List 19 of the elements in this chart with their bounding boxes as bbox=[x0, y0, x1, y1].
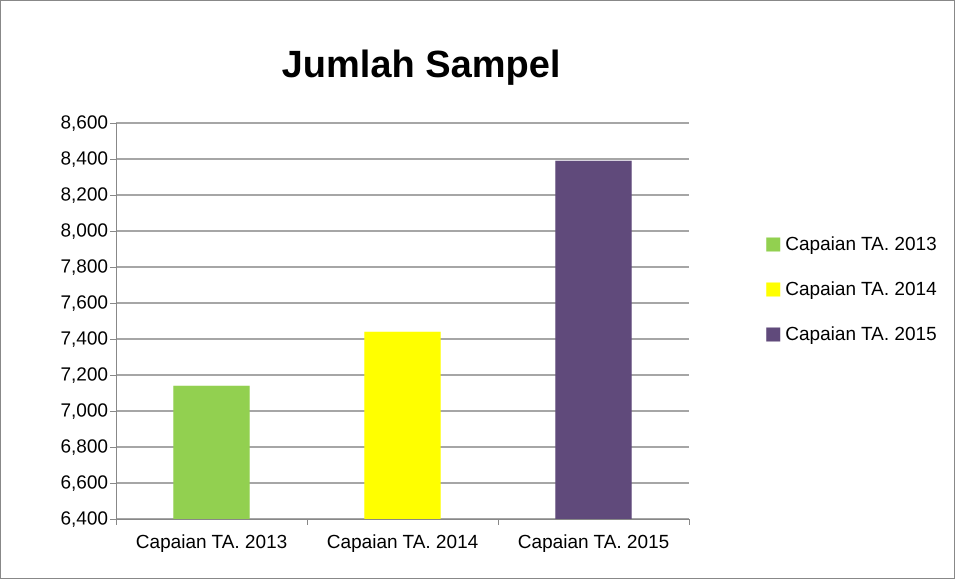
chart-title: Jumlah Sampel bbox=[282, 44, 560, 86]
y-tick-label: 6,800 bbox=[60, 436, 108, 458]
legend-label: Capaian TA. 2015 bbox=[785, 324, 937, 345]
y-tick-label: 8,600 bbox=[60, 112, 108, 134]
legend-label: Capaian TA. 2014 bbox=[785, 279, 938, 300]
x-tick-label: Capaian TA. 2014 bbox=[326, 532, 479, 553]
y-tick-label: 6,400 bbox=[60, 508, 108, 530]
x-tick-label: Capaian TA. 2015 bbox=[518, 532, 670, 553]
y-tick-label: 8,000 bbox=[60, 220, 108, 242]
y-tick-label: 6,600 bbox=[60, 472, 108, 494]
y-tick-label: 8,200 bbox=[60, 184, 108, 206]
y-tick-label: 7,000 bbox=[60, 400, 108, 422]
y-tick-label: 7,800 bbox=[60, 256, 108, 278]
y-tick-label: 7,400 bbox=[60, 328, 108, 350]
x-tick-label: Capaian TA. 2013 bbox=[136, 532, 288, 553]
y-tick-label: 7,600 bbox=[60, 292, 108, 314]
legend-label: Capaian TA. 2013 bbox=[785, 234, 937, 255]
y-tick-label: 7,200 bbox=[60, 364, 108, 386]
y-tick-label: 8,400 bbox=[60, 148, 108, 170]
